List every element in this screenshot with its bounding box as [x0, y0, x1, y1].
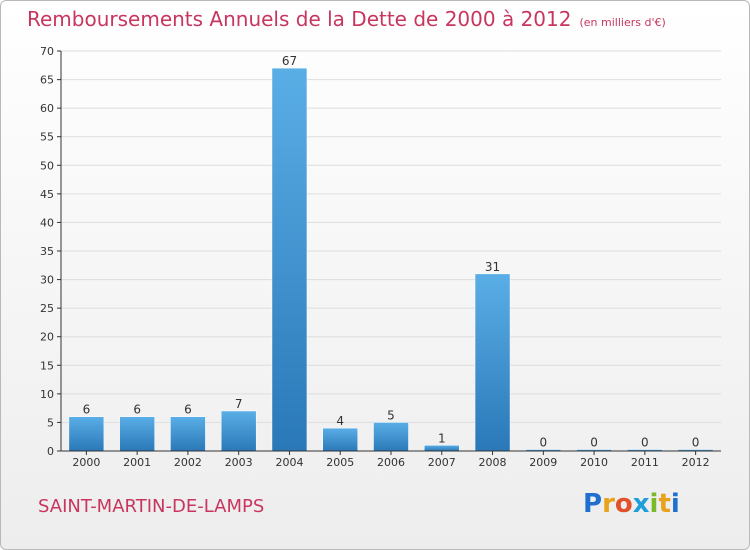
data-label: 0 [539, 436, 547, 450]
x-tick-label: 2012 [682, 456, 710, 469]
x-tick-label: 2007 [428, 456, 456, 469]
labels: 0510152025303540455055606570620006200162… [40, 45, 710, 469]
logo-letter: P [583, 489, 603, 519]
data-label: 0 [590, 436, 598, 450]
y-tick-label: 55 [40, 131, 54, 144]
logo-letter: x [632, 489, 650, 519]
chart-title-text: Remboursements Annuels de la Dette de 20… [27, 7, 572, 31]
y-tick-label: 15 [40, 359, 54, 372]
bar-2005 [322, 427, 358, 452]
bar-2000 [68, 416, 105, 452]
y-tick-label: 40 [40, 216, 54, 229]
logo-letter: r [602, 489, 615, 519]
x-tick-label: 2001 [123, 456, 151, 469]
y-tick-label: 20 [40, 331, 54, 344]
y-tick-label: 60 [40, 102, 54, 115]
data-label: 4 [336, 414, 344, 428]
commune-name: SAINT-MARTIN-DE-LAMPS [38, 496, 265, 517]
y-tick-label: 5 [47, 416, 54, 429]
y-tick-label: 35 [40, 245, 54, 258]
x-tick-label: 2010 [580, 456, 608, 469]
x-tick-label: 2005 [326, 456, 354, 469]
data-label: 31 [485, 260, 500, 274]
axes [57, 50, 721, 455]
grid-lines [61, 50, 721, 423]
bar-2004 [271, 67, 308, 452]
y-tick-label: 0 [47, 445, 54, 458]
chart-title: Remboursements Annuels de la Dette de 20… [27, 7, 666, 31]
logo-letter: i [649, 489, 659, 519]
x-tick-label: 2006 [377, 456, 405, 469]
data-label: 7 [235, 397, 243, 411]
bar-2008 [474, 273, 511, 452]
x-tick-label: 2008 [479, 456, 507, 469]
x-tick-label: 2002 [174, 456, 202, 469]
data-label: 6 [83, 403, 91, 417]
data-label: 6 [133, 403, 141, 417]
y-tick-label: 30 [40, 274, 54, 287]
y-tick-label: 45 [40, 188, 54, 201]
data-label: 5 [387, 408, 395, 422]
bar-2007 [424, 445, 460, 452]
y-tick-label: 50 [40, 159, 54, 172]
data-label: 0 [692, 436, 700, 450]
x-tick-label: 2003 [225, 456, 253, 469]
logo-letter: o [614, 489, 633, 519]
data-label: 6 [184, 403, 192, 417]
x-tick-label: 2009 [529, 456, 557, 469]
bar-2003 [220, 410, 257, 452]
data-label: 67 [282, 54, 297, 68]
proxiti-logo: Proxiti [583, 489, 680, 519]
y-tick-label: 10 [40, 388, 54, 401]
logo-letter: t [658, 489, 671, 519]
data-label: 0 [641, 436, 649, 450]
y-tick-label: 65 [40, 74, 54, 87]
x-tick-label: 2004 [275, 456, 303, 469]
x-tick-label: 2000 [72, 456, 100, 469]
chart-unit-label: (en milliers d'€) [579, 16, 666, 29]
x-tick-label: 2011 [631, 456, 659, 469]
logo-letter: i [670, 489, 680, 519]
data-label: 1 [438, 431, 446, 445]
bar-2002 [170, 416, 206, 452]
y-tick-label: 25 [40, 302, 54, 315]
bar-2006 [373, 422, 409, 452]
y-tick-label: 70 [40, 45, 54, 58]
bar-2001 [119, 416, 155, 452]
